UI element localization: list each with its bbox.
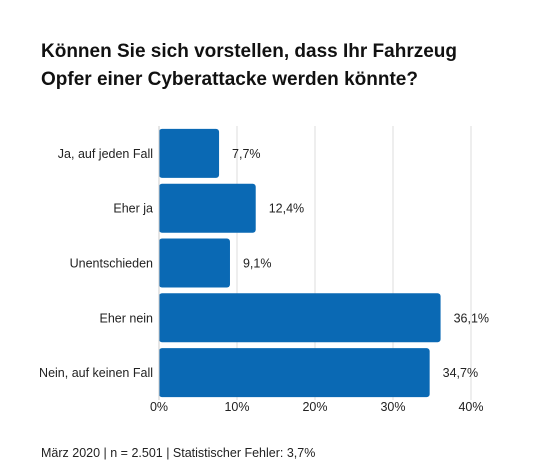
bar-4 [159,348,430,398]
value-label-4: 34,7% [443,366,478,380]
category-label-4: Nein, auf keinen Fall [39,366,153,380]
value-label-2: 9,1% [243,257,271,271]
chart-title: Können Sie sich vorstellen, dass Ihr Fah… [41,38,511,94]
x-tick-label-3: 30% [380,400,405,414]
category-label-2: Unentschieden [70,257,153,271]
x-tick-label-0: 0% [150,400,168,414]
chart-title-line-2: Opfer einer Cyberattacke werden könnte? [41,69,418,90]
x-tick-label-2: 20% [302,400,327,414]
bar-1 [159,183,256,233]
bar-0 [159,128,220,178]
footer-note: März 2020 | n = 2.501 | Statistischer Fe… [41,446,316,460]
chart-title-line-1: Können Sie sich vorstellen, dass Ihr Fah… [41,41,457,62]
x-tick-label-4: 40% [458,400,483,414]
value-label-3: 36,1% [454,311,489,325]
bar-2 [159,238,230,288]
category-label-3: Eher nein [99,311,153,325]
value-label-1: 12,4% [269,202,304,216]
category-label-0: Ja, auf jeden Fall [58,147,153,161]
x-tick-label-1: 10% [224,400,249,414]
value-label-0: 7,7% [232,147,261,161]
category-label-1: Eher ja [113,202,153,216]
bar-3 [159,293,441,343]
